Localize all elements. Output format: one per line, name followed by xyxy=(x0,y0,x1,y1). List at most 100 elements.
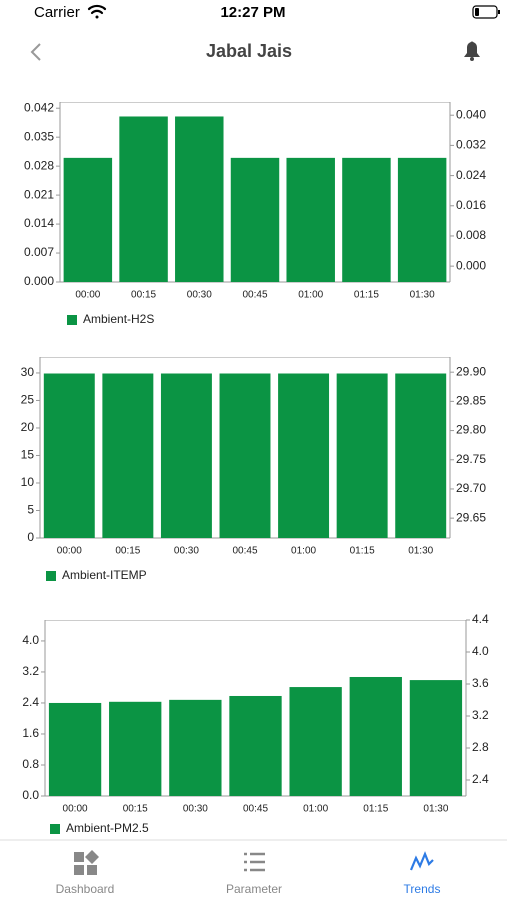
x-tick-label: 00:00 xyxy=(57,546,82,557)
y2-tick-label: 29.75 xyxy=(456,452,486,466)
legend-swatch xyxy=(50,824,60,834)
y-tick-label: 30 xyxy=(21,365,35,379)
y-tick-label: 25 xyxy=(21,393,35,407)
wifi-icon xyxy=(87,4,107,19)
header-title: Jabal Jais xyxy=(206,41,292,61)
x-tick-label: 00:45 xyxy=(232,546,257,557)
y-tick-label: 0.8 xyxy=(22,757,39,771)
tab-label[interactable]: Dashboard xyxy=(56,882,115,896)
x-tick-label: 01:00 xyxy=(298,290,323,301)
bar xyxy=(63,157,113,282)
bar xyxy=(278,373,330,538)
x-tick-label: 01:30 xyxy=(410,290,435,301)
dashboard-icon[interactable] xyxy=(74,850,99,875)
x-tick-label: 00:15 xyxy=(131,290,156,301)
y-tick-label: 0.021 xyxy=(24,187,54,201)
y2-tick-label: 4.4 xyxy=(472,612,489,626)
y-tick-label: 15 xyxy=(21,448,35,462)
x-tick-label: 01:00 xyxy=(303,804,328,815)
battery-icon xyxy=(472,5,500,19)
y2-tick-label: 0.032 xyxy=(456,138,486,152)
x-tick-label: 01:15 xyxy=(363,804,388,815)
clock: 12:27 PM xyxy=(220,4,285,21)
x-tick-label: 01:30 xyxy=(408,546,433,557)
bar xyxy=(43,373,95,538)
bar xyxy=(289,687,342,796)
x-tick-label: 00:45 xyxy=(243,804,268,815)
y-tick-label: 0.007 xyxy=(24,245,54,259)
y-tick-label: 0.028 xyxy=(24,158,54,172)
y-tick-label: 10 xyxy=(21,475,35,489)
y2-tick-label: 29.70 xyxy=(456,481,486,495)
x-tick-label: 01:30 xyxy=(423,804,448,815)
y-tick-label: 3.2 xyxy=(22,664,39,678)
y-tick-label: 1.6 xyxy=(22,726,39,740)
y2-tick-label: 29.80 xyxy=(456,423,486,437)
y2-tick-label: 2.8 xyxy=(472,740,489,754)
y2-tick-label: 2.4 xyxy=(472,772,489,786)
legend-swatch xyxy=(67,315,77,325)
trends-icon[interactable] xyxy=(409,851,434,871)
x-tick-label: 01:00 xyxy=(291,546,316,557)
bar xyxy=(342,157,391,282)
bar xyxy=(109,701,162,796)
y-tick-label: 0.014 xyxy=(24,216,54,230)
y2-tick-label: 3.2 xyxy=(472,708,489,722)
carrier: Carrier xyxy=(34,4,80,21)
bar xyxy=(160,373,212,538)
bar xyxy=(229,695,282,796)
tab-label[interactable]: Parameter xyxy=(226,882,282,896)
y-tick-label: 2.4 xyxy=(22,695,39,709)
bar xyxy=(349,676,402,796)
parameter-icon[interactable] xyxy=(244,852,265,872)
bar xyxy=(409,680,463,796)
tab-bar: Dashboard Parameter Trends xyxy=(0,839,507,900)
bar xyxy=(48,702,102,796)
y2-tick-label: 0.008 xyxy=(456,228,486,242)
y2-tick-label: 3.6 xyxy=(472,676,489,690)
charts: 0.0000.0070.0140.0210.0280.0350.0420.000… xyxy=(21,100,489,835)
y-tick-label: 0.042 xyxy=(24,100,54,114)
x-tick-label: 00:30 xyxy=(187,290,212,301)
y-tick-label: 4.0 xyxy=(22,633,39,647)
x-tick-label: 00:30 xyxy=(174,546,199,557)
bar xyxy=(175,116,224,282)
y2-tick-label: 0.016 xyxy=(456,198,486,212)
bar xyxy=(230,157,280,282)
y2-tick-label: 4.0 xyxy=(472,644,489,658)
legend-swatch xyxy=(46,571,56,581)
x-tick-label: 00:15 xyxy=(123,804,148,815)
y2-tick-label: 0.000 xyxy=(456,258,486,272)
legend-label: Ambient-ITEMP xyxy=(62,568,147,582)
x-tick-label: 00:00 xyxy=(75,290,100,301)
legend-label: Ambient-PM2.5 xyxy=(66,821,149,835)
bar xyxy=(169,699,222,796)
x-tick-label: 00:30 xyxy=(183,804,208,815)
bar xyxy=(119,116,168,282)
y2-tick-label: 29.85 xyxy=(456,394,486,408)
y-tick-label: 0.000 xyxy=(24,274,54,288)
x-tick-label: 01:15 xyxy=(354,290,379,301)
bell-icon[interactable] xyxy=(464,41,480,62)
y2-tick-label: 0.024 xyxy=(456,168,486,182)
x-tick-label: 00:15 xyxy=(115,546,140,557)
y2-tick-label: 0.040 xyxy=(456,107,486,121)
y2-tick-label: 29.65 xyxy=(456,510,486,524)
x-tick-label: 00:45 xyxy=(242,290,267,301)
x-tick-label: 00:00 xyxy=(63,804,88,815)
tab-label[interactable]: Trends xyxy=(404,882,441,896)
legend-label: Ambient-H2S xyxy=(83,312,154,326)
bar xyxy=(219,373,271,538)
bar xyxy=(286,157,335,282)
y-tick-label: 0.0 xyxy=(22,788,39,802)
x-tick-label: 01:15 xyxy=(350,546,375,557)
bar xyxy=(397,157,447,282)
back-button[interactable] xyxy=(30,43,41,61)
bar xyxy=(395,373,447,538)
y2-tick-label: 29.90 xyxy=(456,364,486,378)
y-tick-label: 20 xyxy=(21,420,35,434)
bar xyxy=(336,373,388,538)
bar xyxy=(102,373,154,538)
y-tick-label: 0.035 xyxy=(24,129,54,143)
